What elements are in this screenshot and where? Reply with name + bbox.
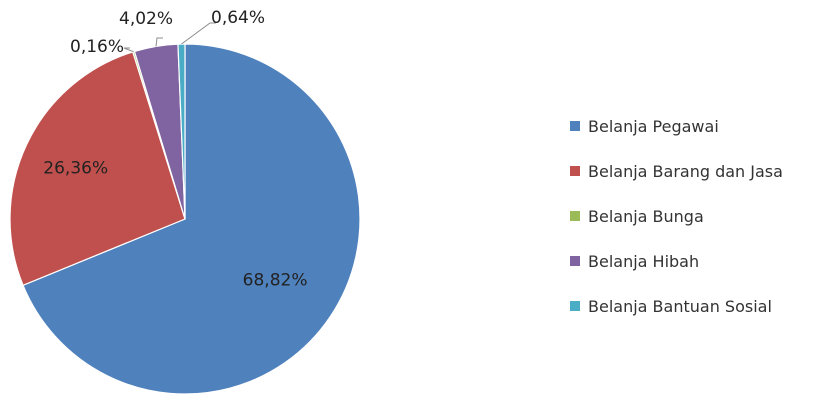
- legend-item-belanja-pegawai: Belanja Pegawai: [570, 117, 719, 136]
- data-label-belanja-barang-dan-jasa: 26,36%: [43, 159, 108, 179]
- data-label-belanja-bantuan-sosial: 0,64%: [211, 8, 265, 28]
- data-label-belanja-pegawai: 68,82%: [243, 271, 308, 291]
- legend-label-belanja-bantuan-sosial: Belanja Bantuan Sosial: [588, 297, 772, 316]
- leader-line-belanja-bantuan-sosial: [181, 22, 216, 45]
- legend-swatch-belanja-barang-dan-jasa: [570, 166, 580, 176]
- legend-swatch-belanja-hibah: [570, 256, 580, 266]
- data-labels: 68,82% 26,36% 0,16% 4,02% 0,64%: [43, 8, 307, 291]
- pie-slices: [9, 43, 361, 394]
- legend-swatch-belanja-bantuan-sosial: [570, 301, 580, 311]
- leader-lines: [123, 22, 216, 53]
- pie-slice-belanja-barang-dan-jasa: [9, 51, 186, 287]
- legend-label-belanja-hibah: Belanja Hibah: [588, 252, 699, 271]
- pie-slice-belanja-bantuan-sosial: [177, 43, 186, 220]
- leader-line-belanja-hibah: [155, 37, 163, 47]
- legend-item-belanja-barang-dan-jasa: Belanja Barang dan Jasa: [570, 162, 783, 181]
- legend-item-belanja-hibah: Belanja Hibah: [570, 252, 699, 271]
- legend-label-belanja-pegawai: Belanja Pegawai: [588, 117, 719, 136]
- legend-label-belanja-bunga: Belanja Bunga: [588, 207, 704, 226]
- legend: Belanja Pegawai Belanja Barang dan Jasa Be…: [570, 117, 783, 316]
- legend-item-belanja-bunga: Belanja Bunga: [570, 207, 704, 226]
- data-label-belanja-bunga: 0,16%: [70, 37, 124, 57]
- legend-item-belanja-bantuan-sosial: Belanja Bantuan Sosial: [570, 297, 772, 316]
- legend-swatch-belanja-pegawai: [570, 121, 580, 131]
- leader-line-belanja-bunga: [123, 47, 134, 53]
- data-label-belanja-hibah: 4,02%: [119, 9, 173, 29]
- legend-swatch-belanja-bunga: [570, 211, 580, 221]
- pie-slice-belanja-pegawai: [22, 43, 361, 394]
- legend-label-belanja-barang-dan-jasa: Belanja Barang dan Jasa: [588, 162, 783, 181]
